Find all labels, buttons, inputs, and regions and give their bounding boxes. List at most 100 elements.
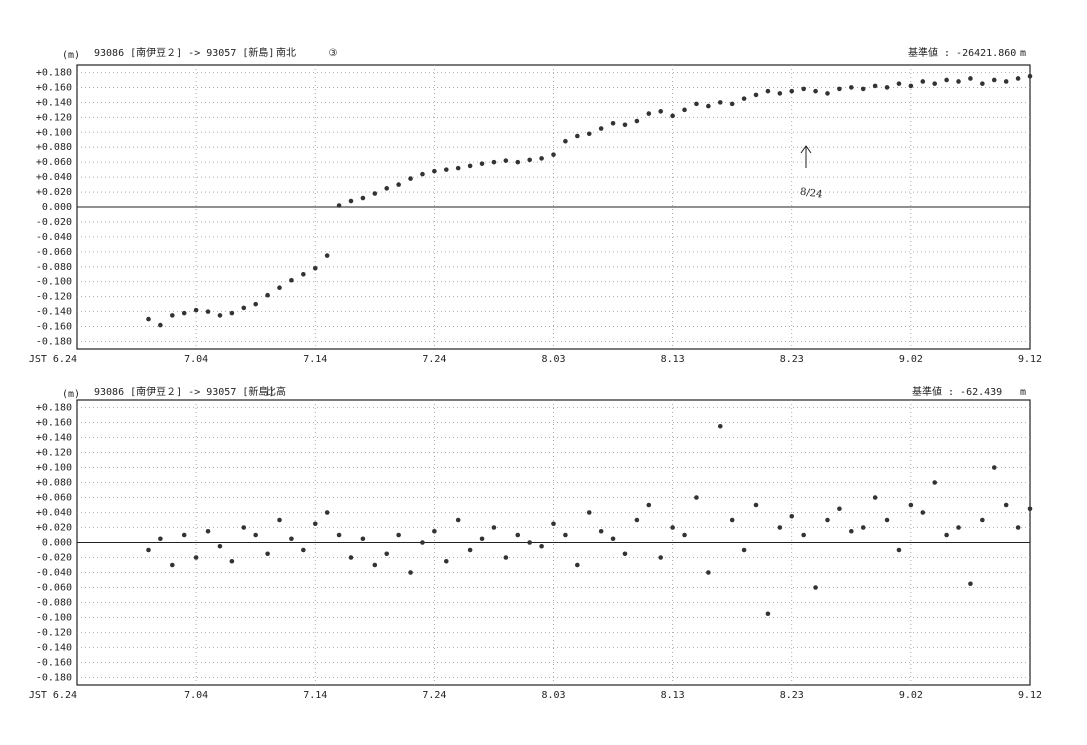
data-point <box>908 502 914 508</box>
data-point <box>670 525 675 530</box>
data-point <box>563 138 568 144</box>
data-point <box>467 547 473 553</box>
data-point <box>706 570 711 575</box>
data-point <box>991 465 997 470</box>
data-point <box>551 152 556 157</box>
data-point <box>1027 73 1033 79</box>
y-tick-label: +0.100 <box>36 127 72 138</box>
data-point <box>991 77 997 83</box>
data-point <box>968 76 973 81</box>
x-tick-label: 9.02 <box>899 354 923 365</box>
y-tick-label: -0.020 <box>36 217 72 228</box>
y-tick-label: +0.140 <box>36 433 72 444</box>
data-point <box>765 88 771 94</box>
data-point <box>181 310 187 316</box>
y-tick-label: -0.080 <box>36 262 72 273</box>
data-point <box>372 191 378 196</box>
data-point <box>265 292 270 298</box>
data-point <box>205 309 211 314</box>
data-point <box>217 543 223 549</box>
data-point <box>503 158 509 163</box>
data-point <box>753 502 759 508</box>
data-point <box>610 120 616 126</box>
data-point <box>622 122 628 128</box>
data-point <box>717 100 723 105</box>
data-point <box>753 92 759 98</box>
y-tick-label: -0.140 <box>36 307 72 318</box>
y-tick-label: -0.180 <box>36 673 72 684</box>
data-point <box>253 301 258 307</box>
data-point <box>527 157 532 163</box>
data-point <box>384 551 390 557</box>
data-point <box>682 532 687 538</box>
y-tick-label: +0.060 <box>36 157 72 168</box>
data-point <box>551 521 556 527</box>
x-tick-label: 8.03 <box>541 354 565 365</box>
data-point <box>837 86 842 92</box>
data-point <box>360 195 366 201</box>
y-tick-label: -0.040 <box>36 568 72 579</box>
data-point <box>217 313 223 318</box>
data-point <box>193 555 199 560</box>
y-tick-label: +0.160 <box>36 82 72 93</box>
data-point <box>467 163 473 169</box>
reference-label: 基準値 : -26421.860 <box>908 46 1016 59</box>
data-point <box>801 86 806 92</box>
data-point <box>146 316 151 322</box>
x-tick-label: 9.12 <box>1018 354 1042 365</box>
data-point <box>455 165 461 171</box>
data-point <box>598 126 604 131</box>
data-point <box>884 85 890 90</box>
data-point <box>301 271 306 277</box>
reference-unit: m <box>1020 48 1026 59</box>
data-point <box>479 161 485 166</box>
data-point <box>396 182 401 187</box>
data-point <box>634 517 640 523</box>
data-point <box>682 107 687 113</box>
data-point <box>849 85 854 90</box>
data-point <box>706 103 711 109</box>
data-point <box>813 585 818 590</box>
data-point <box>575 133 580 139</box>
y-tick-label: -0.100 <box>36 613 72 624</box>
data-point <box>980 517 985 523</box>
y-tick-label: -0.180 <box>36 337 72 348</box>
y-tick-label: +0.120 <box>36 112 72 123</box>
x-tick-label: 9.02 <box>899 690 923 701</box>
data-point <box>515 532 521 538</box>
unit-label: (m) <box>62 50 80 61</box>
data-point <box>586 131 592 137</box>
y-tick-label: +0.100 <box>36 463 72 474</box>
data-point <box>443 167 449 172</box>
y-tick-label: -0.160 <box>36 322 72 333</box>
data-point <box>789 88 795 94</box>
y-tick-label: -0.040 <box>36 232 72 243</box>
chart-subtitle: 南北 <box>276 46 296 59</box>
data-point <box>336 532 342 538</box>
data-point <box>324 510 330 515</box>
data-point <box>408 176 413 181</box>
data-point <box>289 536 294 542</box>
data-point <box>384 186 390 191</box>
data-point <box>443 558 449 564</box>
y-tick-label: -0.140 <box>36 643 72 654</box>
y-tick-label: +0.140 <box>36 97 72 108</box>
data-point <box>777 91 783 96</box>
y-tick-label: +0.120 <box>36 448 72 459</box>
data-point <box>658 555 664 560</box>
data-point <box>944 532 949 538</box>
data-point <box>158 536 163 542</box>
data-point <box>181 532 187 538</box>
data-point <box>741 547 747 553</box>
data-point <box>825 91 830 96</box>
data-point <box>360 536 366 542</box>
data-point <box>717 423 723 429</box>
data-point <box>944 77 949 83</box>
data-point <box>301 547 306 553</box>
data-point <box>575 562 580 568</box>
data-point <box>420 171 425 177</box>
data-point <box>622 551 628 557</box>
y-tick-label: +0.160 <box>36 418 72 429</box>
data-point <box>789 513 795 519</box>
